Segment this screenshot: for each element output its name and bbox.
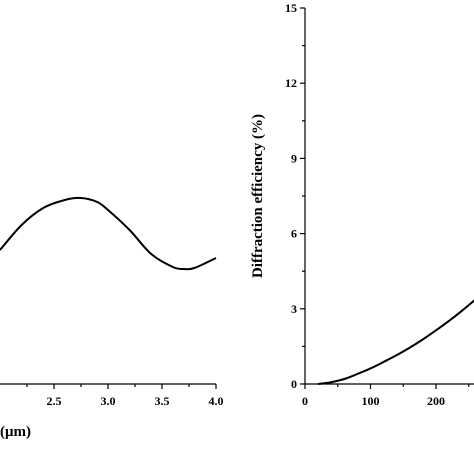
right-y-tick-label-4: 12 [285,76,297,90]
right-y-tick-label-1: 3 [291,302,297,316]
left-panel: 2.5 3.0 3.5 4.0 (μm) [0,196,224,440]
right-series-line [317,299,474,385]
right-x-tick-label-0: 0 [302,394,308,408]
right-y-axis-label: Diffraction efficiency (%) [250,114,266,278]
right-x-tick-label-2: 200 [427,394,445,408]
left-x-tick-label-2: 3.5 [155,394,170,408]
right-y-tick-label-0: 0 [291,377,297,391]
right-y-tick-label-5: 15 [285,1,297,15]
left-series-line [0,196,217,271]
right-x-ticks: 0 100 200 [302,384,470,408]
left-x-ticks: 2.5 3.0 3.5 4.0 [26,384,224,408]
left-x-tick-label-3: 4.0 [209,394,224,408]
left-x-tick-label-1: 3.0 [101,394,116,408]
right-y-tick-label-3: 9 [291,151,297,165]
right-y-tick-label-2: 6 [291,227,297,241]
right-x-tick-label-1: 100 [362,394,380,408]
left-x-axis-label: (μm) [0,424,31,440]
left-x-tick-label-0: 2.5 [47,394,62,408]
right-panel: 0 3 6 9 12 15 0 100 200 Diffraction efficiency … [250,1,474,408]
right-y-ticks: 0 3 6 9 12 15 [285,1,305,391]
